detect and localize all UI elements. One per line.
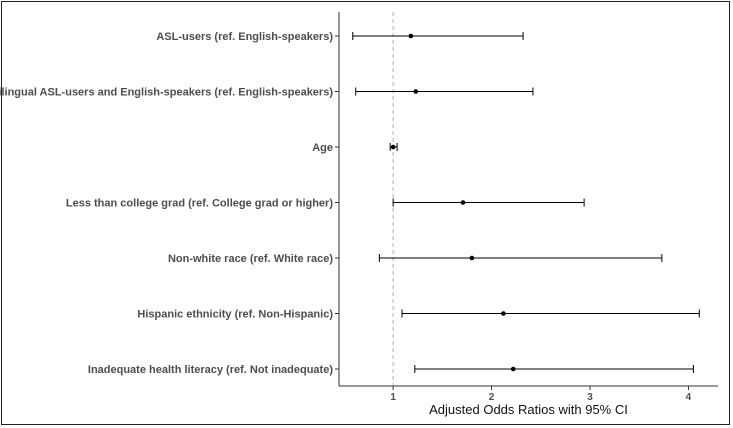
- odds-ratio-point: [469, 255, 475, 261]
- row-label: Age: [312, 142, 333, 154]
- x-tick-label: 2: [489, 392, 495, 403]
- odds-ratio-point: [501, 311, 506, 316]
- x-axis-label: Adjusted Odds Ratios with 95% CI: [429, 402, 628, 417]
- forest-row: [414, 365, 694, 373]
- row-label: ASL-users (ref. English-speakers): [156, 31, 333, 43]
- x-tick-label: 4: [686, 392, 692, 403]
- row-label: Non-white race (ref. White race): [168, 253, 333, 265]
- x-tick-label: 1: [390, 392, 396, 403]
- odds-ratio-point: [390, 144, 396, 150]
- forest-row: [378, 254, 663, 262]
- odds-ratio-point: [460, 200, 466, 205]
- forest-row: [392, 198, 585, 207]
- x-tick-label: 3: [587, 392, 593, 403]
- row-label: Bilingual ASL-users and English-speakers…: [0, 87, 333, 99]
- odds-ratio-point: [408, 33, 414, 39]
- forest-row: [389, 143, 398, 151]
- forest-row: [355, 87, 534, 96]
- row-labels: ASL-users (ref. English-speakers) Bilingu…: [0, 31, 339, 376]
- odds-ratio-point: [510, 366, 516, 372]
- row-label: Less than college grad (ref. College gra…: [66, 198, 333, 210]
- forest-row: [352, 32, 524, 40]
- row-label: Inadequate health literacy (ref. Not ina…: [88, 364, 333, 376]
- plot-rows: [352, 32, 700, 373]
- odds-ratio-point: [413, 89, 419, 94]
- x-axis-ticks: 1 2 3 4: [390, 386, 692, 403]
- forest-row: [401, 309, 700, 318]
- row-label: Hispanic ethnicity (ref. Non-Hispanic): [137, 309, 333, 321]
